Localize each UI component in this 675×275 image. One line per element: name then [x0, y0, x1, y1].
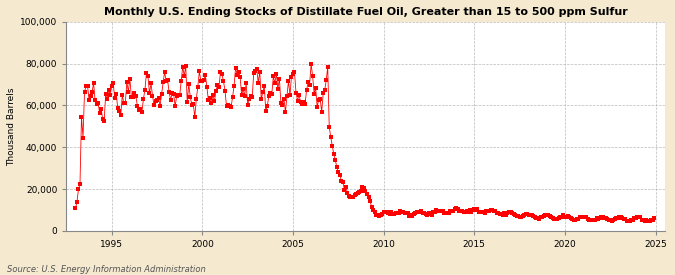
Title: Monthly U.S. Ending Stocks of Distillate Fuel Oil, Greater than 15 to 500 ppm Su: Monthly U.S. Ending Stocks of Distillate… — [104, 7, 627, 17]
Text: Source: U.S. Energy Information Administration: Source: U.S. Energy Information Administ… — [7, 265, 205, 274]
Y-axis label: Thousand Barrels: Thousand Barrels — [7, 87, 16, 166]
